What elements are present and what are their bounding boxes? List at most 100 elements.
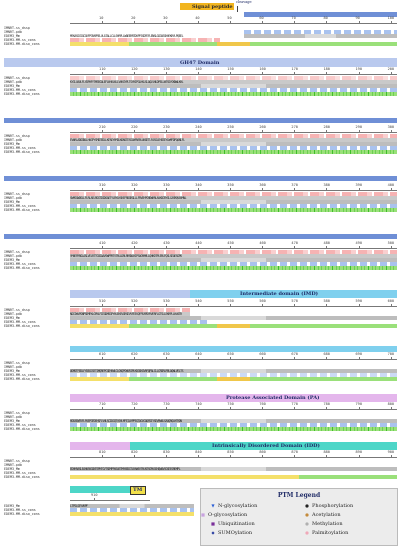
pa-label: Protease Associated Domain (PA)	[226, 395, 320, 401]
o-glyco-square-icon	[201, 512, 205, 517]
idd-band	[70, 486, 130, 493]
row-ss-dssp: IMNRT-ss_dssp	[4, 411, 397, 415]
row-diso-cons: EDEM3-MM-diso_cons	[4, 208, 397, 212]
position-ruler: 210 220 230 240 250 260 270 280 290 300	[70, 125, 397, 133]
ruler-tick-label: 580	[323, 299, 330, 303]
ruler-tick	[134, 188, 135, 190]
row-label: EDEM3-MM-ss_cons	[4, 88, 36, 92]
sequence-text: YMAEFRRGLASLVELRTTGGSAAVSWPPRTVTRLLDRLRR…	[70, 254, 182, 258]
row-label: IMNRT-ss_dssp	[4, 459, 30, 463]
alignment-block-7: 610 620 630 640 650 660 670 680 690 700 IMNRT-ss_…	[4, 344, 397, 394]
ruler-tick-label: 440	[195, 241, 202, 245]
ruler-tick	[358, 407, 360, 409]
ruler-tick	[230, 188, 231, 190]
structure-track	[4, 234, 397, 239]
ruler-tick	[390, 407, 392, 409]
ruler-tick-label: 660	[259, 352, 266, 356]
ruler-tick-label: 30	[163, 16, 168, 20]
position-ruler: 410 420 430 440 450 460 470 480 490 500	[70, 241, 397, 249]
ruler-tick-label: 590	[355, 299, 363, 303]
ruler-tick	[134, 72, 135, 74]
ruler-tick-label: 70	[291, 16, 296, 20]
row-diso-cons: EDEM3-MM-diso_cons	[4, 475, 397, 479]
row-label: EDEM3-MM-diso_cons	[4, 150, 40, 154]
row-label: EDEM3-MM-diso_cons	[4, 377, 40, 381]
row-ss-cons: EDEM3-MM-ss_cons	[4, 88, 397, 92]
alignment-block-8: Protease Associated Domain (PA) 710 720 73…	[4, 392, 397, 442]
row-label: IMNRT-ss_dssp	[4, 361, 30, 365]
row-sequence: EDEM3_Mm LTPSLSEYVKPF	[4, 504, 194, 508]
alignment-block-4: 310 320 330 340 350 360 370 380 390 400 IMNRT-ss_…	[4, 172, 397, 226]
row-label: EDEM3_Mm	[4, 84, 20, 88]
ruler-tick	[262, 72, 263, 74]
ruler-tick-label: 190	[355, 67, 363, 71]
methyl-dot-icon	[305, 521, 309, 526]
ruler-tick	[262, 357, 263, 359]
ruler-tick	[390, 72, 392, 74]
row-pdb: IMNRT-pdb KYILVAVLFLYDPHFYTMEEGALEFLKHVLK…	[4, 80, 397, 84]
ruler-tick	[134, 130, 135, 132]
ruler-tick	[102, 246, 103, 248]
row-label: EDEM3-MM-ss_cons	[4, 204, 36, 208]
ruler-tick-label: 270	[291, 125, 298, 129]
ruler-tick-label: 140	[195, 67, 202, 71]
row-sequence: EDEM3_Mm	[4, 316, 397, 320]
ruler-tick	[358, 357, 360, 359]
row-label: IMNRT-pdb	[4, 196, 22, 200]
ruler-tick-label: 230	[163, 125, 170, 129]
ruler-tick	[326, 130, 328, 132]
ruler-tick	[294, 455, 295, 457]
row-ss-cons: EDEM3-MM-ss_cons	[4, 373, 397, 377]
row-label: IMNRT-pdb	[4, 415, 22, 419]
ruler-tick	[166, 357, 167, 359]
row-ss-cons: EDEM3-MM-ss_cons	[4, 204, 397, 208]
row-ss-cons: EDEM3-MM-ss_cons	[4, 38, 397, 42]
ruler-tick	[198, 455, 199, 457]
row-label: EDEM3-MM-ss_cons	[4, 320, 36, 324]
ruler-tick	[294, 357, 295, 359]
signal-peptide-label: Signal peptide	[192, 3, 233, 10]
ruler-tick-label: 60	[259, 16, 264, 20]
ruler-tick	[134, 357, 135, 359]
ruler-tick-label: 550	[227, 299, 234, 303]
row-label: EDEM3_Mm	[4, 200, 20, 204]
ruler-tick-label: 380	[323, 183, 330, 187]
row-label: IMNRT-pdb	[4, 138, 22, 142]
row-diso-cons: EDEM3-MM-diso_cons	[4, 324, 397, 328]
legend-label: Methylation	[312, 521, 343, 527]
ruler-tick	[198, 188, 199, 190]
row-label: EDEM3_Mm	[4, 142, 20, 146]
alignment-block-6: Intermediate domain (IMD) 510 520 530 540 55…	[4, 288, 397, 346]
ruler-tick-label: 540	[195, 299, 202, 303]
ruler-tick-label: 570	[291, 299, 298, 303]
ruler-tick	[230, 130, 231, 132]
acetyl-dot-icon	[305, 512, 309, 517]
ruler-tick	[134, 455, 135, 457]
ruler-tick-label: 840	[195, 450, 202, 454]
ruler-tick-label: 330	[163, 183, 170, 187]
ruler-tick	[326, 407, 328, 409]
row-ss-dssp: IMNRT-ss_dssp	[4, 250, 397, 254]
row-ss-dssp: IMNRT-ss_dssp	[4, 134, 397, 138]
idd-label: Intrinsically Disordered Domain (IDD)	[212, 443, 320, 449]
ruler-tick	[166, 21, 167, 23]
row-label: IMNRT-pdb	[4, 365, 22, 369]
ruler-tick-label: 300	[387, 125, 395, 129]
ruler-tick	[262, 407, 263, 409]
ruler-tick-label: 890	[355, 450, 363, 454]
ruler-tick	[294, 72, 295, 74]
row-ss-dssp: IMNRT-ss_dssp	[4, 459, 397, 463]
row-label: IMNRT-ss_dssp	[4, 308, 30, 312]
ruler-tick-label: 180	[323, 67, 330, 71]
ruler-tick	[294, 304, 295, 306]
ruler-tick	[326, 455, 328, 457]
ruler-tick-label: 790	[355, 402, 363, 406]
legend-title: PTM Legend	[277, 492, 321, 499]
row-ss-cons: EDEM3-MM-ss_cons	[4, 508, 194, 512]
tm-band	[130, 486, 146, 495]
ruler-tick-label: 320	[131, 183, 138, 187]
ruler-tick-label: 640	[195, 352, 202, 356]
ruler-tick	[294, 246, 295, 248]
ruler-tick-label: 470	[291, 241, 298, 245]
alignment-block-5: 410 420 430 440 450 460 470 480 490 500 IMNRT-ss_…	[4, 230, 397, 284]
